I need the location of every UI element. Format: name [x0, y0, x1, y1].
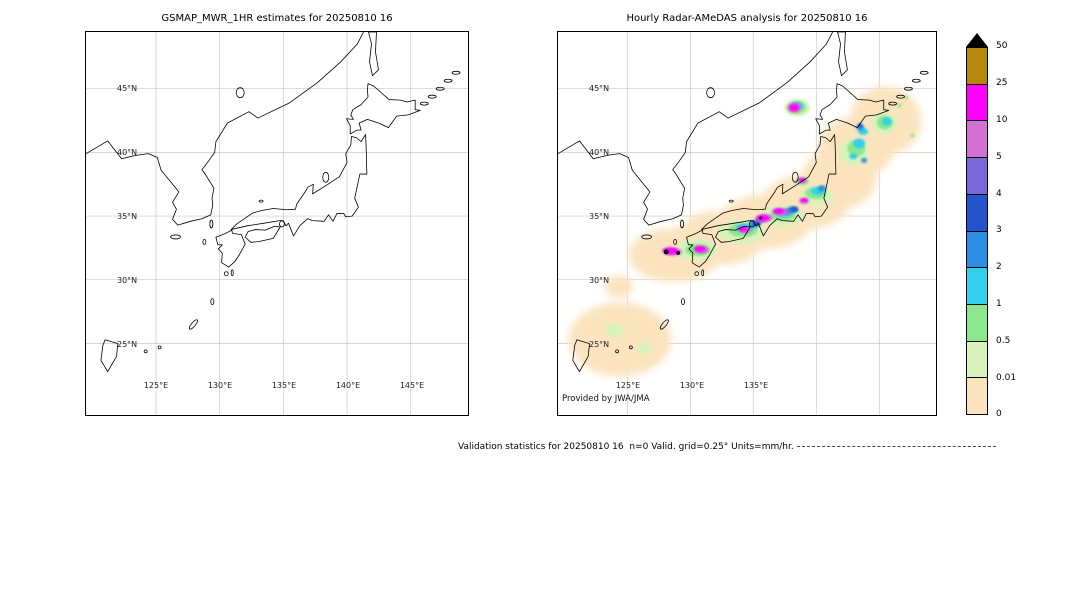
colorbar-tick-50: 50 [996, 41, 1008, 51]
validation-statistics-footer: Validation statistics for 20250810 16 n=… [458, 442, 996, 452]
colorbar: 50 25 10 5 4 3 2 1 0.5 0.01 0 [966, 33, 1080, 433]
dashed-rule [796, 445, 996, 447]
coastline [86, 32, 461, 373]
precip-extreme [663, 216, 763, 255]
colorbar-tick-0_01: 0.01 [996, 373, 1017, 383]
colorbar-segment [967, 194, 987, 232]
radar-map-svg [558, 32, 936, 415]
colorbar-segment [967, 304, 987, 342]
lon-tick-135E: 135°E [271, 381, 297, 390]
data-credit: Provided by JWA/JMA [562, 394, 650, 404]
colorbar-segment [967, 268, 987, 305]
lon-tick-125E: 125°E [615, 381, 641, 390]
colorbar-tick-5: 5 [996, 152, 1002, 162]
colorbar-tick-25: 25 [996, 78, 1008, 88]
lat-tick-35N: 35°N [589, 212, 610, 221]
colorbar-tick-4: 4 [996, 189, 1002, 199]
colorbar-segment [967, 48, 987, 85]
lat-tick-30N: 30°N [117, 276, 138, 285]
colorbar-tick-0: 0 [996, 409, 1002, 419]
precipitation-field [568, 86, 922, 377]
colorbar-segment [967, 341, 987, 379]
colorbar-segment [967, 158, 987, 195]
lon-tick-135E: 135°E [743, 381, 769, 390]
colorbar-tick-10: 10 [996, 115, 1008, 125]
lon-tick-145E: 145°E [399, 381, 425, 390]
grid-lines [86, 32, 468, 415]
right-panel-title: Hourly Radar-AMeDAS analysis for 2025081… [626, 13, 868, 24]
colorbar-segment [967, 378, 987, 415]
colorbar-segment [967, 84, 987, 122]
lat-tick-40N: 40°N [117, 148, 138, 157]
lat-tick-45N: 45°N [117, 84, 138, 93]
lat-tick-25N: 25°N [117, 340, 138, 349]
gsmap-map: 45°N 40°N 35°N 30°N 25°N 125°E 130°E 135… [85, 31, 469, 416]
colorbar-tick-2: 2 [996, 262, 1002, 272]
colorbar-tick-1: 1 [996, 299, 1002, 309]
colorbar-segment [967, 121, 987, 159]
lat-tick-25N: 25°N [589, 340, 610, 349]
validation-statistics-text: Validation statistics for 20250810 16 n=… [458, 442, 794, 452]
lon-tick-140E: 140°E [335, 381, 361, 390]
colorbar-overflow-triangle-icon [966, 33, 988, 47]
colorbar-segment [967, 231, 987, 269]
lon-tick-130E: 130°E [207, 381, 233, 390]
lon-tick-125E: 125°E [143, 381, 169, 390]
radar-map: 45°N 40°N 35°N 30°N 25°N 125°E 130°E 135… [557, 31, 937, 416]
colorbar-tick-0_5: 0.5 [996, 336, 1011, 346]
colorbar-tick-3: 3 [996, 225, 1002, 235]
lat-tick-45N: 45°N [589, 84, 610, 93]
gsmap-map-svg [86, 32, 468, 415]
lat-tick-40N: 40°N [589, 148, 610, 157]
lat-tick-30N: 30°N [589, 276, 610, 285]
colorbar-bar [966, 47, 988, 415]
left-panel-title: GSMAP_MWR_1HR estimates for 20250810 16 [161, 13, 393, 24]
lat-tick-35N: 35°N [117, 212, 138, 221]
lon-tick-130E: 130°E [679, 381, 705, 390]
